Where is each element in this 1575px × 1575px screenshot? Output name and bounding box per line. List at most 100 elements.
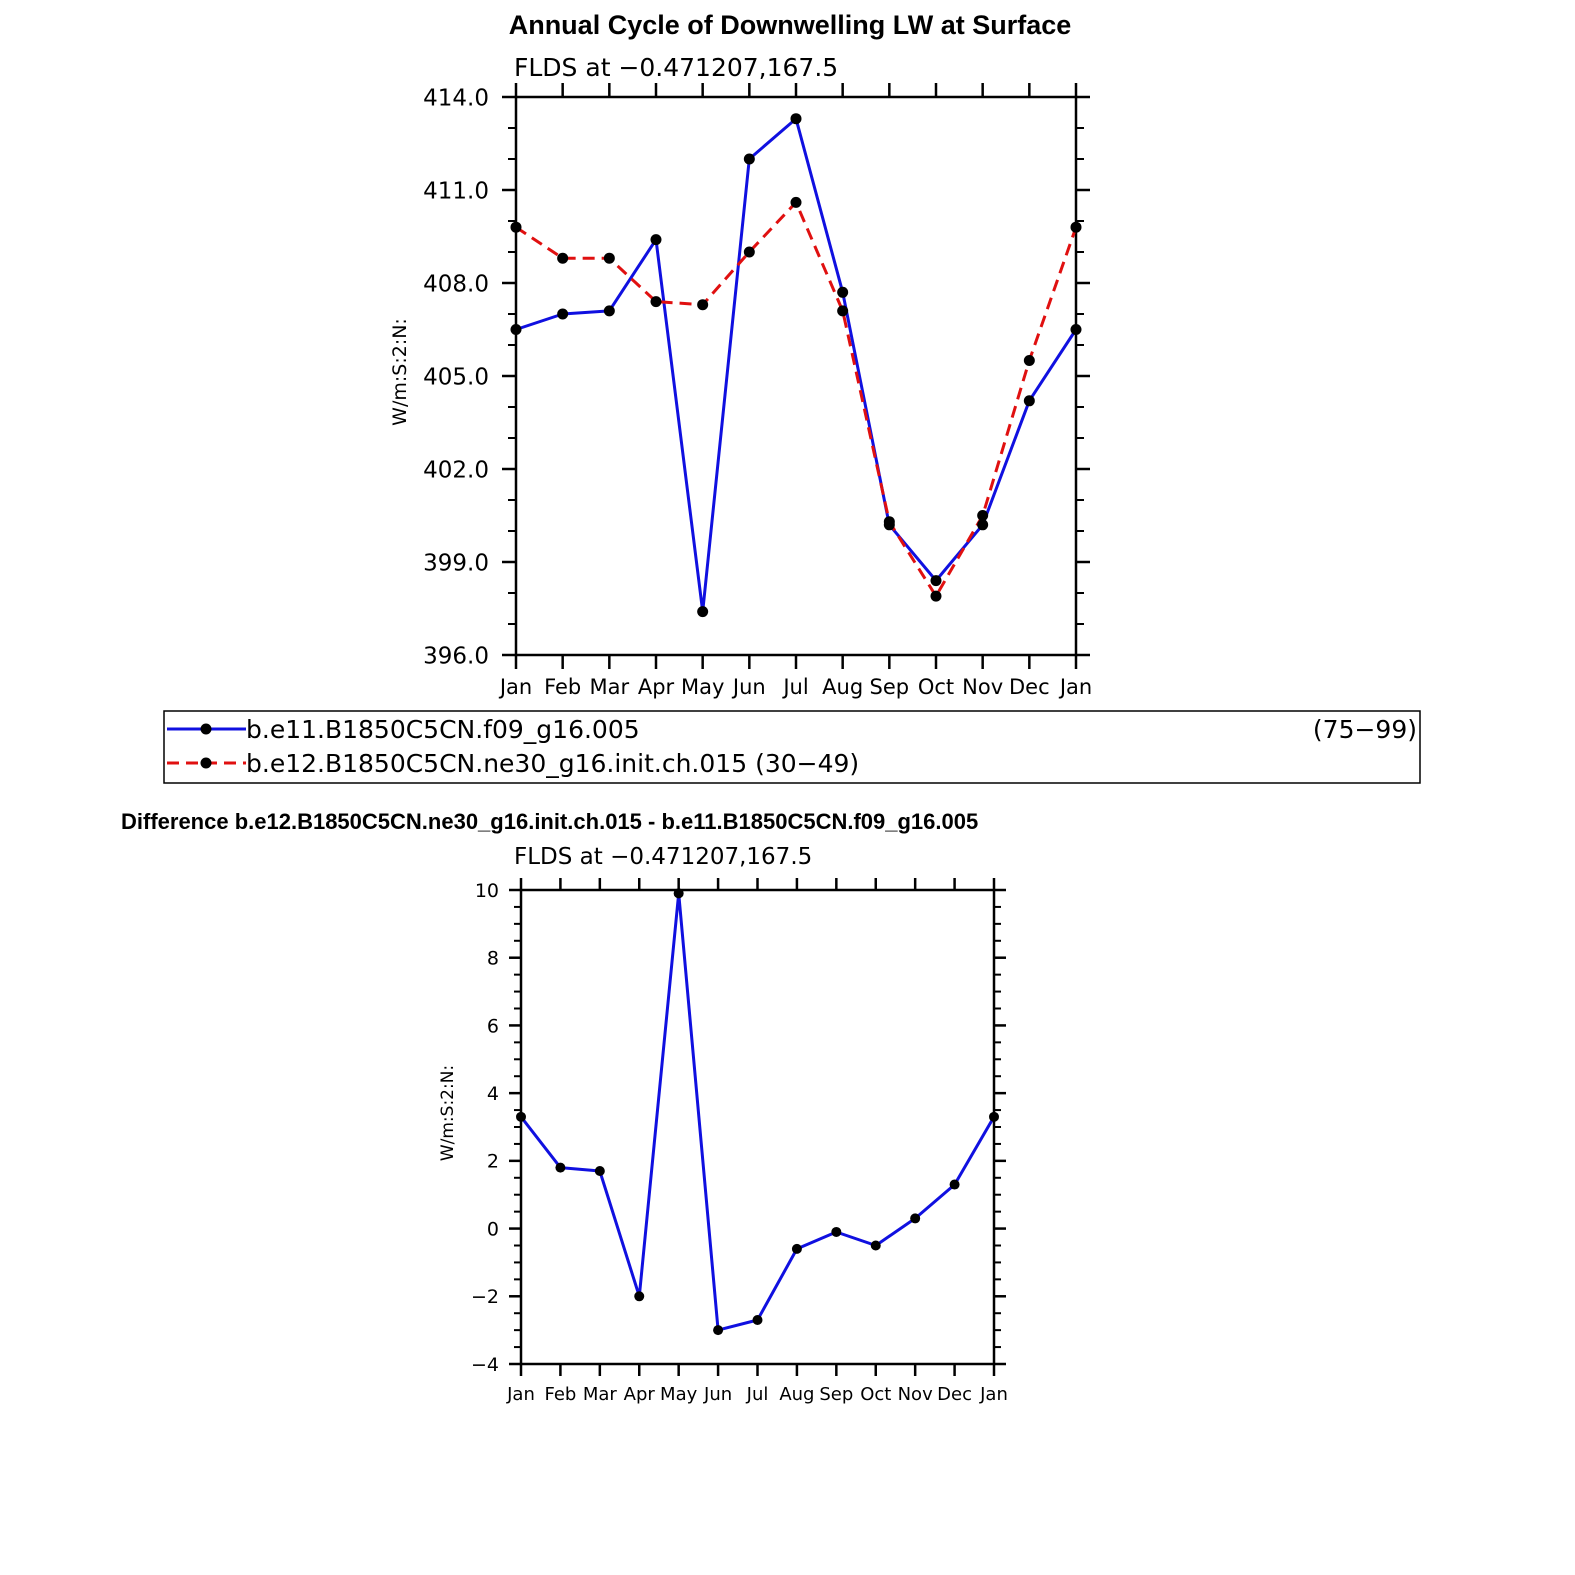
series-2-point [883, 516, 895, 528]
series-1-point [791, 1243, 802, 1254]
y-tick-label: 402.0 [423, 457, 489, 483]
x-tick-label: Apr [624, 1384, 656, 1405]
plot-frame [514, 95, 1078, 657]
y-tick-label: 399.0 [423, 550, 489, 576]
series-2-point [697, 299, 709, 311]
x-tick-label: Jan [506, 1384, 535, 1405]
chart1-title: Annual Cycle of Downwelling LW at Surfac… [509, 10, 1072, 40]
series-1-point [510, 324, 522, 335]
y-tick-label: −4 [471, 1354, 499, 1376]
series-2-point [557, 252, 569, 264]
series-1-point [634, 1291, 645, 1302]
x-tick-label: Feb [544, 675, 581, 699]
chart2-title: Difference b.e12.B1850C5CN.ne30_g16.init… [121, 809, 978, 834]
x-tick-label: Apr [638, 675, 675, 699]
series-2-point [510, 221, 522, 233]
y-tick-label: 0 [487, 1218, 499, 1240]
legend-name-series-2: b.e12.B1850C5CN.ne30_g16.init.ch.015 [246, 749, 747, 778]
x-tick-label: Aug [822, 675, 863, 699]
series-2-point [650, 296, 662, 308]
x-tick-label: Aug [779, 1384, 814, 1405]
series-1-point [603, 305, 615, 317]
y-tick-label: 8 [487, 948, 499, 970]
x-tick-label: Mar [590, 675, 630, 699]
chart1-y-tick-labels: 414.0 411.0 408.0 405.0 402.0 399.0 396.0 [423, 85, 489, 669]
x-tick-label: Nov [962, 675, 1003, 699]
y-tick-label: 411.0 [423, 178, 489, 204]
x-tick-label: Oct [860, 1384, 891, 1405]
chart2-subtitle: FLDS at −0.471207,167.5 [514, 844, 812, 870]
chart1-x-tick-labels: Jan Feb Mar Apr May Jun Jul Aug Sep Oct Nov Dec Jan [498, 675, 1092, 699]
y-tick-label: 2 [487, 1151, 499, 1173]
series-1-point [743, 153, 755, 165]
chart2-axes [509, 878, 1006, 1376]
chart2-series [516, 888, 999, 1336]
series-2-point [603, 252, 615, 264]
series-1-point [1023, 395, 1035, 407]
x-tick-label: May [681, 675, 724, 699]
chart2-x-tick-labels: Jan Feb Mar Apr May Jun Jul Aug Sep Oct Nov Dec Jan [506, 1384, 1008, 1405]
series-1-point [673, 888, 684, 899]
y-tick-label: 396.0 [423, 643, 489, 669]
chart2-y-tick-labels: 10 8 6 4 2 0 −2 −4 [471, 880, 499, 1376]
annual-cycle-chart: Annual Cycle of Downwelling LW at Surfac… [389, 10, 1092, 699]
y-tick-label: 4 [487, 1083, 499, 1105]
series-1-point [910, 1213, 921, 1224]
series-2-point [977, 510, 989, 521]
x-tick-label: Jun [731, 675, 766, 699]
y-tick-label: 408.0 [423, 271, 489, 297]
series-1-point [697, 606, 709, 618]
legend: b.e11.B1850C5CN.f09_g16.005 (75−99) b.e1… [163, 710, 1421, 784]
series-1-point [837, 286, 849, 298]
series-line-1 [519, 891, 996, 1332]
y-tick-label: 10 [475, 880, 499, 902]
x-tick-label: Dec [937, 1384, 972, 1405]
series-1-point [831, 1226, 842, 1237]
legend-label-series-2: b.e12.B1850C5CN.ne30_g16.init.ch.015 (30… [246, 749, 859, 778]
y-tick-label: 405.0 [423, 364, 489, 390]
x-tick-label: May [660, 1384, 698, 1405]
chart1-subtitle: FLDS at −0.471207,167.5 [514, 53, 838, 82]
difference-chart: Difference b.e12.B1850C5CN.ne30_g16.init… [121, 809, 1008, 1405]
x-tick-label: Sep [870, 675, 910, 699]
series-line-1 [515, 117, 1078, 614]
x-tick-label: Oct [918, 675, 954, 699]
series-2-point [837, 305, 849, 317]
x-tick-label: Mar [583, 1384, 618, 1405]
series-1-point [930, 575, 942, 587]
series-2-point [743, 246, 755, 258]
series-1-point [557, 308, 569, 320]
plot-frame [519, 888, 996, 1366]
chart1-ylabel: W/m:S:2:N: [389, 318, 411, 426]
y-tick-label: 414.0 [423, 85, 489, 111]
series-1-point [790, 113, 802, 125]
series-2-point [1023, 355, 1035, 366]
series-1-point [713, 1325, 724, 1336]
x-tick-label: Jan [498, 675, 532, 699]
series-1-point [650, 234, 662, 246]
chart1-axes [502, 83, 1090, 669]
legend-label-series-1: b.e11.B1850C5CN.f09_g16.005 [246, 715, 640, 744]
x-tick-label: Sep [819, 1384, 853, 1405]
legend-box [163, 710, 1421, 784]
legend-marker-series-1 [200, 723, 212, 735]
series-2-point [1070, 221, 1082, 233]
series-1-point [594, 1166, 605, 1177]
x-tick-label: Jan [1058, 675, 1092, 699]
x-tick-label: Dec [1009, 675, 1050, 699]
y-tick-label: 6 [487, 1015, 499, 1037]
series-1-point [989, 1111, 999, 1122]
chart1-series [510, 113, 1082, 618]
series-1-point [1070, 324, 1082, 335]
x-tick-label: Jul [781, 675, 808, 699]
series-1-point [949, 1179, 960, 1190]
chart2-ylabel: W/m:S:2:N: [438, 1065, 458, 1161]
series-1-point [870, 1240, 881, 1251]
series-1-point [516, 1111, 526, 1122]
legend-suffix-series-2: (30−49) [755, 749, 859, 778]
legend-marker-series-2 [200, 757, 212, 769]
x-tick-label: Jul [746, 1384, 769, 1405]
x-tick-label: Feb [544, 1384, 576, 1405]
series-1-point [752, 1314, 763, 1325]
